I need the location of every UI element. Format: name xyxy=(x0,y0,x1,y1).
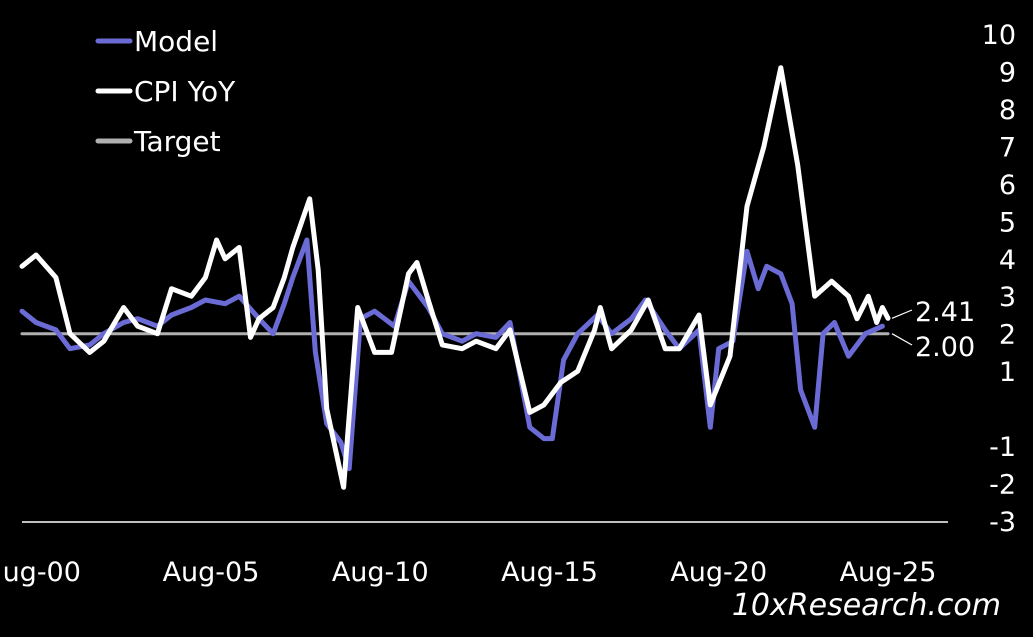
end-label-leader xyxy=(891,333,913,346)
end-labels: 2.41 2.00 xyxy=(891,297,975,363)
y-tick-label: 10 xyxy=(982,20,1016,51)
y-tick-label: 6 xyxy=(999,170,1016,201)
watermark: 10xResearch.com xyxy=(731,588,1001,623)
y-tick-label: -1 xyxy=(989,432,1016,463)
y-tick-label: 3 xyxy=(999,282,1016,313)
series-line-cpi-yoy xyxy=(19,65,891,490)
y-axis-ticks: -3 -2 -1 1 2 3 4 5 6 7 8 9 10 xyxy=(982,20,1016,538)
x-tick-label: Aug-20 xyxy=(670,557,767,588)
x-tick-label: Aug-10 xyxy=(332,557,429,588)
y-tick-label: 7 xyxy=(999,132,1016,163)
legend-label: Target xyxy=(133,125,221,158)
y-tick-label: 8 xyxy=(999,95,1016,126)
y-tick-label: -2 xyxy=(989,470,1016,501)
series-lines xyxy=(19,65,891,490)
y-tick-label: 4 xyxy=(999,245,1016,276)
x-tick-label: ug-00 xyxy=(3,557,81,588)
y-tick-label: -3 xyxy=(989,507,1016,538)
legend-label: Model xyxy=(134,25,218,58)
x-tick-label: Aug-25 xyxy=(840,557,937,588)
y-tick-label: 5 xyxy=(999,207,1016,238)
legend: Model CPI YoY Target xyxy=(95,25,236,158)
y-tick-label: 9 xyxy=(999,57,1016,88)
end-label: 2.41 xyxy=(915,297,975,328)
x-tick-label: Aug-15 xyxy=(501,557,598,588)
series-line-model xyxy=(19,237,885,472)
end-label-leader xyxy=(891,309,913,319)
x-axis-ticks: ug-00 Aug-05 Aug-10 Aug-15 Aug-20 Aug-25 xyxy=(3,557,937,588)
y-tick-label: 2 xyxy=(999,320,1016,351)
y-tick-label: 1 xyxy=(999,357,1016,388)
legend-label: CPI YoY xyxy=(134,75,236,108)
end-label: 2.00 xyxy=(915,332,975,363)
x-tick-label: Aug-05 xyxy=(163,557,260,588)
